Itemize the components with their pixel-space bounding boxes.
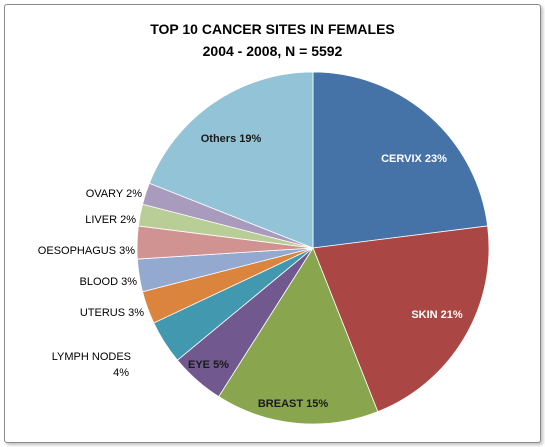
pie-slice-1 <box>312 225 490 413</box>
pie-slice-0 <box>312 71 489 249</box>
slice-label-4: LYMPH NODES 4% <box>52 351 131 379</box>
chart-title: TOP 10 CANCER SITES IN FEMALES <box>150 21 395 37</box>
slice-label-7: OESOPHAGUS 3% <box>38 245 135 257</box>
pie-chart: CERVIX 23% SKIN 21% BREAST 15% EYE 5% LYMPH … <box>38 71 490 425</box>
slice-label-10: Others 19% <box>201 133 262 145</box>
slice-label-2: BREAST 15% <box>258 398 329 410</box>
slice-label-0: CERVIX 23% <box>381 153 447 165</box>
slice-label-6: BLOOD 3% <box>80 276 138 288</box>
slice-label-8: LIVER 2% <box>85 214 136 226</box>
chart-subtitle: 2004 - 2008, N = 5592 <box>202 43 343 59</box>
pie-slice-10 <box>148 71 314 249</box>
slice-label-9: OVARY 2% <box>86 188 142 200</box>
pie-slice-2 <box>218 247 379 425</box>
slice-label-3: EYE 5% <box>188 359 229 371</box>
slice-label-1: SKIN 21% <box>411 309 463 321</box>
chart-frame: TOP 10 CANCER SITES IN FEMALES 2004 - 20… <box>4 4 541 443</box>
slice-label-5: UTERUS 3% <box>80 307 144 319</box>
